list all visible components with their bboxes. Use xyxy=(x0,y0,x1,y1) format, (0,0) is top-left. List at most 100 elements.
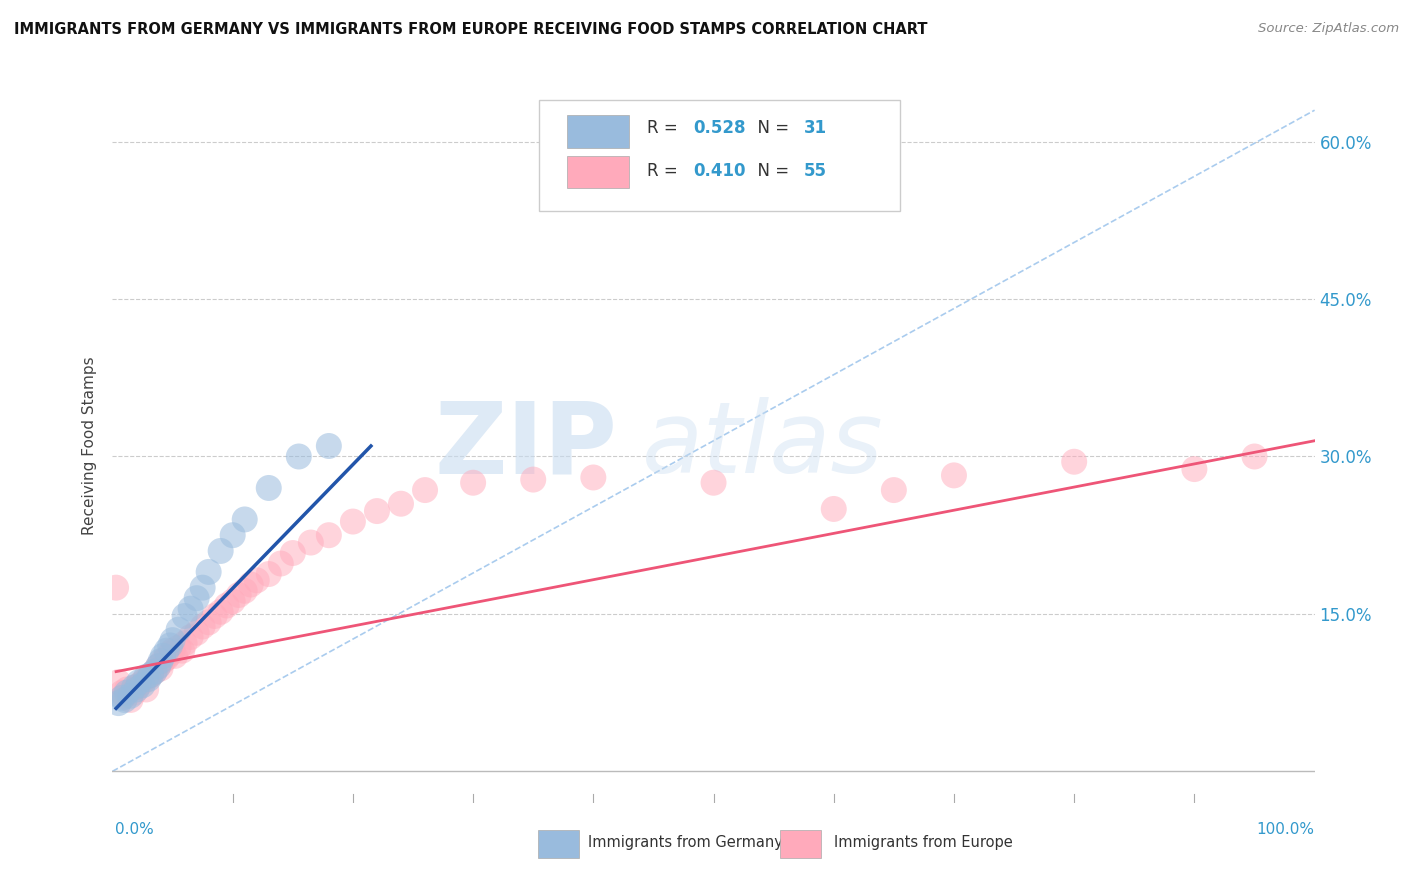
Point xyxy=(107,696,129,710)
Point xyxy=(299,535,322,549)
Text: Immigrants from Germany: Immigrants from Germany xyxy=(588,836,783,850)
Point xyxy=(115,682,138,697)
Point xyxy=(186,591,208,606)
Point xyxy=(139,667,162,681)
Text: 100.0%: 100.0% xyxy=(1257,822,1315,837)
Point xyxy=(270,557,292,571)
Point xyxy=(146,659,169,673)
Point xyxy=(125,682,148,697)
Point xyxy=(128,675,150,690)
Point xyxy=(138,670,160,684)
Point xyxy=(257,481,280,495)
Text: atlas: atlas xyxy=(641,398,883,494)
Point xyxy=(159,647,181,661)
Text: Source: ZipAtlas.com: Source: ZipAtlas.com xyxy=(1258,22,1399,36)
Point xyxy=(167,623,190,637)
Point xyxy=(128,678,150,692)
Text: N =: N = xyxy=(747,162,794,180)
Point xyxy=(1243,450,1265,464)
Point xyxy=(702,475,725,490)
Point xyxy=(162,633,184,648)
Point xyxy=(209,544,232,558)
Point xyxy=(114,689,136,703)
Point xyxy=(131,678,153,692)
Point xyxy=(366,504,388,518)
Point xyxy=(107,675,129,690)
Point xyxy=(143,665,166,679)
Y-axis label: Receiving Food Stamps: Receiving Food Stamps xyxy=(82,357,97,535)
Point xyxy=(111,690,134,705)
Point xyxy=(146,659,169,673)
Text: 55: 55 xyxy=(804,162,827,180)
Point xyxy=(180,601,202,615)
Point xyxy=(155,651,177,665)
Point xyxy=(342,515,364,529)
Text: R =: R = xyxy=(647,120,683,137)
Text: 0.528: 0.528 xyxy=(693,120,745,137)
Point xyxy=(209,605,232,619)
Point xyxy=(197,565,219,579)
Text: Immigrants from Europe: Immigrants from Europe xyxy=(834,836,1012,850)
Point xyxy=(246,574,269,588)
Point xyxy=(167,640,190,655)
Point xyxy=(204,609,226,624)
Point xyxy=(186,625,208,640)
Point xyxy=(114,693,136,707)
Point xyxy=(257,567,280,582)
Point xyxy=(239,577,262,591)
Text: 31: 31 xyxy=(804,120,827,137)
Point xyxy=(522,473,544,487)
Point xyxy=(191,581,214,595)
Point xyxy=(1063,455,1085,469)
Point xyxy=(105,581,128,595)
Point xyxy=(318,439,340,453)
Point xyxy=(318,528,340,542)
Point xyxy=(159,639,181,653)
Point xyxy=(288,450,311,464)
Text: 0.410: 0.410 xyxy=(693,162,745,180)
Point xyxy=(413,483,436,497)
Point xyxy=(215,599,238,613)
Point xyxy=(197,615,219,630)
Point xyxy=(152,654,174,668)
FancyBboxPatch shape xyxy=(567,155,630,188)
Point xyxy=(155,643,177,657)
Point xyxy=(883,483,905,497)
Point xyxy=(233,512,256,526)
Point xyxy=(120,689,142,703)
Text: 0.0%: 0.0% xyxy=(115,822,155,837)
Point xyxy=(122,685,145,699)
Point xyxy=(461,475,484,490)
Point xyxy=(125,681,148,695)
Point xyxy=(162,643,184,657)
Point xyxy=(173,636,195,650)
Point xyxy=(131,675,153,690)
Point xyxy=(281,546,304,560)
Point xyxy=(120,693,142,707)
Point xyxy=(191,619,214,633)
Text: ZIP: ZIP xyxy=(434,398,617,494)
Point xyxy=(389,497,412,511)
Point xyxy=(115,685,138,699)
Point xyxy=(172,643,194,657)
Point xyxy=(111,685,134,699)
Point xyxy=(228,588,250,602)
Point xyxy=(180,630,202,644)
Point xyxy=(135,682,157,697)
Text: R =: R = xyxy=(647,162,683,180)
Point xyxy=(222,528,245,542)
Point xyxy=(233,583,256,598)
Point xyxy=(152,648,174,663)
Point xyxy=(942,468,965,483)
Point xyxy=(149,654,172,668)
FancyBboxPatch shape xyxy=(540,100,900,211)
Point xyxy=(163,648,186,663)
Point xyxy=(122,681,145,695)
Point xyxy=(823,502,845,516)
Point xyxy=(149,661,172,675)
Point xyxy=(138,672,160,686)
Point xyxy=(135,670,157,684)
Text: IMMIGRANTS FROM GERMANY VS IMMIGRANTS FROM EUROPE RECEIVING FOOD STAMPS CORRELAT: IMMIGRANTS FROM GERMANY VS IMMIGRANTS FR… xyxy=(14,22,928,37)
FancyBboxPatch shape xyxy=(567,115,630,148)
Point xyxy=(1184,462,1206,476)
